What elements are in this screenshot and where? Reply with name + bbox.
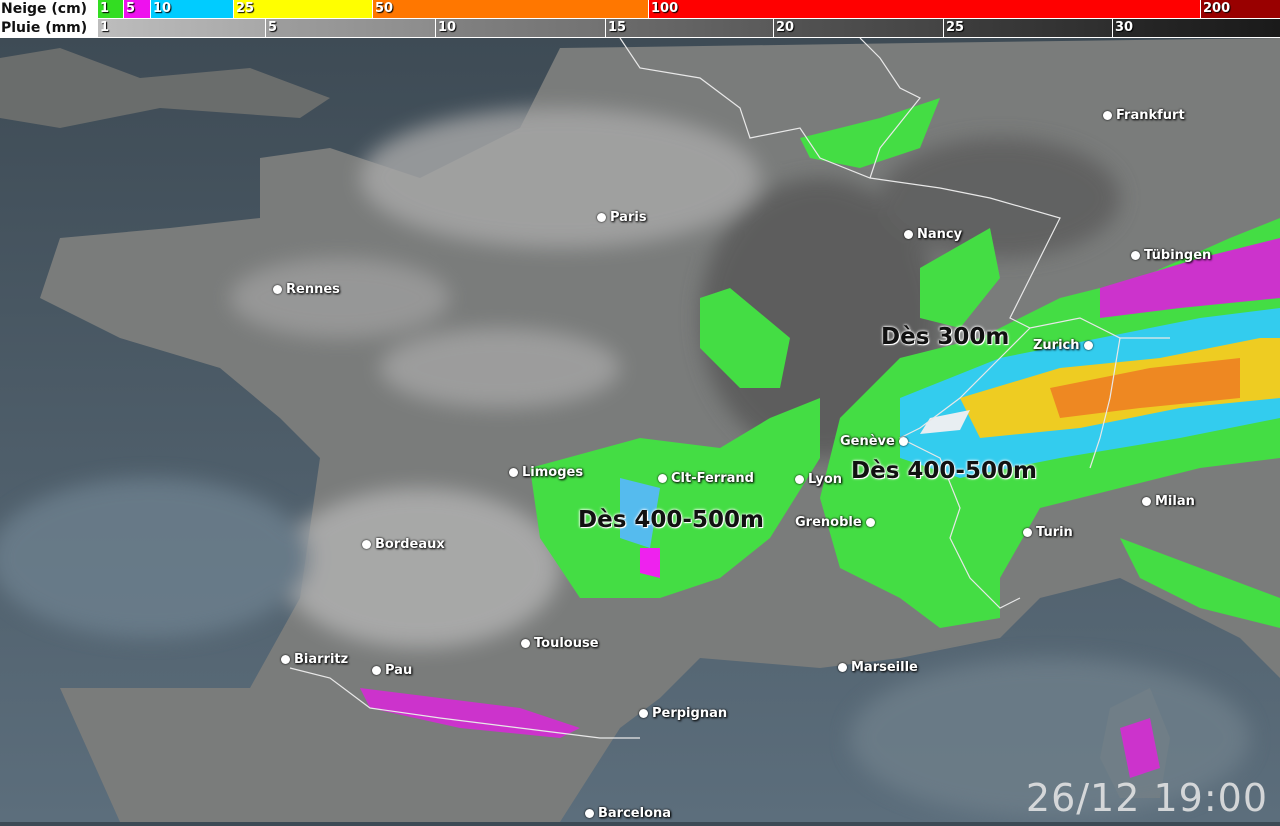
city-dot-icon: [273, 285, 282, 294]
city-dot-icon: [1023, 528, 1032, 537]
snow-step: 200: [1200, 0, 1280, 18]
city-label: Tübingen: [1131, 249, 1211, 263]
city-label: Paris: [597, 211, 647, 225]
city-label: Milan: [1142, 495, 1195, 509]
city-name: Perpignan: [652, 706, 728, 721]
rain-step: 25: [943, 19, 1112, 37]
snow-legend: Neige (cm) 1 5 10 25 50 100 200: [0, 0, 1280, 18]
city-label: Pau: [372, 664, 412, 678]
city-dot-icon: [372, 666, 381, 675]
map-background: [0, 37, 1280, 822]
city-label: Lyon: [795, 473, 842, 487]
city-name: Pau: [385, 663, 413, 678]
city-name: Lyon: [808, 472, 843, 487]
snow-step: 50: [372, 0, 648, 18]
city-name: Limoges: [522, 465, 584, 480]
city-label: Bordeaux: [362, 538, 445, 552]
city-dot-icon: [1142, 497, 1151, 506]
rain-step: 20: [773, 19, 943, 37]
city-label: Biarritz: [281, 653, 348, 667]
rain-step: 10: [435, 19, 605, 37]
city-dot-icon: [658, 474, 667, 483]
city-name: Milan: [1155, 494, 1195, 509]
rain-legend-title: Pluie (mm): [1, 20, 88, 36]
snow-step: 1: [97, 0, 123, 18]
city-dot-icon: [281, 655, 290, 664]
snow-step: 10: [150, 0, 233, 18]
rain-step: 30: [1112, 19, 1280, 37]
city-dot-icon: [1103, 111, 1112, 120]
city-name: Bordeaux: [375, 537, 445, 552]
land-uk: [0, 48, 330, 128]
city-name: Paris: [610, 210, 647, 225]
city-dot-icon: [838, 663, 847, 672]
city-label: Rennes: [273, 283, 340, 297]
city-name: Biarritz: [294, 652, 349, 667]
snow-step: 5: [123, 0, 150, 18]
city-name: Marseille: [851, 660, 918, 675]
city-dot-icon: [509, 468, 518, 477]
city-name: Frankfurt: [1116, 108, 1185, 123]
city-label: Barcelona: [585, 807, 671, 821]
city-label: Marseille: [838, 661, 918, 675]
city-name: Barcelona: [598, 806, 672, 821]
rain-legend: Pluie (mm) 1 5 10 15 20 25 30: [0, 19, 1280, 37]
city-name: Tübingen: [1144, 248, 1212, 263]
city-label: Clt-Ferrand: [658, 472, 754, 486]
city-label: Frankfurt: [1103, 109, 1185, 123]
city-name: Nancy: [917, 227, 963, 242]
city-name: Toulouse: [534, 636, 599, 651]
city-name: Zurich: [1033, 338, 1080, 353]
city-dot-icon: [362, 540, 371, 549]
snow-overlay: [360, 98, 1280, 778]
map-legend: Neige (cm) 1 5 10 25 50 100 200 Pluie (m…: [0, 0, 1280, 38]
city-dot-icon: [904, 230, 913, 239]
snow-altitude-annotation: Dès 400-500m: [578, 507, 764, 533]
snow-legend-title: Neige (cm): [1, 1, 88, 17]
city-label: Perpignan: [639, 707, 727, 721]
city-label: Grenoble: [795, 516, 879, 530]
city-label: Limoges: [509, 466, 583, 480]
forecast-timestamp: 26/12 19:00: [1025, 776, 1268, 820]
snow-step: 100: [648, 0, 1200, 18]
city-label: Genève: [840, 435, 912, 449]
city-name: Grenoble: [795, 515, 862, 530]
city-dot-icon: [865, 518, 875, 527]
rain-step: 15: [605, 19, 773, 37]
weather-map[interactable]: Frankfurt Paris Nancy Tübingen Rennes Zu…: [0, 37, 1280, 822]
rain-step: 1: [97, 19, 265, 37]
rain-overlay: [0, 108, 1250, 818]
snow-altitude-annotation: Dès 300m: [881, 324, 1010, 350]
city-dot-icon: [585, 809, 594, 818]
city-dot-icon: [795, 475, 804, 484]
city-name: Turin: [1036, 525, 1073, 540]
city-label: Toulouse: [521, 637, 599, 651]
city-dot-icon: [639, 709, 648, 718]
city-dot-icon: [1131, 251, 1140, 260]
city-label: Nancy: [904, 228, 962, 242]
city-dot-icon: [1083, 341, 1093, 350]
city-name: Clt-Ferrand: [671, 471, 754, 486]
city-dot-icon: [898, 437, 908, 446]
city-dot-icon: [597, 213, 606, 222]
city-name: Genève: [840, 434, 895, 449]
rain-step: 5: [265, 19, 435, 37]
city-label: Zurich: [1033, 339, 1097, 353]
country-borders: [289, 37, 1170, 739]
city-label: Turin: [1023, 526, 1073, 540]
city-name: Rennes: [286, 282, 340, 297]
city-dot-icon: [521, 639, 530, 648]
snow-altitude-annotation: Dès 400-500m: [851, 458, 1037, 484]
snow-step: 25: [233, 0, 372, 18]
